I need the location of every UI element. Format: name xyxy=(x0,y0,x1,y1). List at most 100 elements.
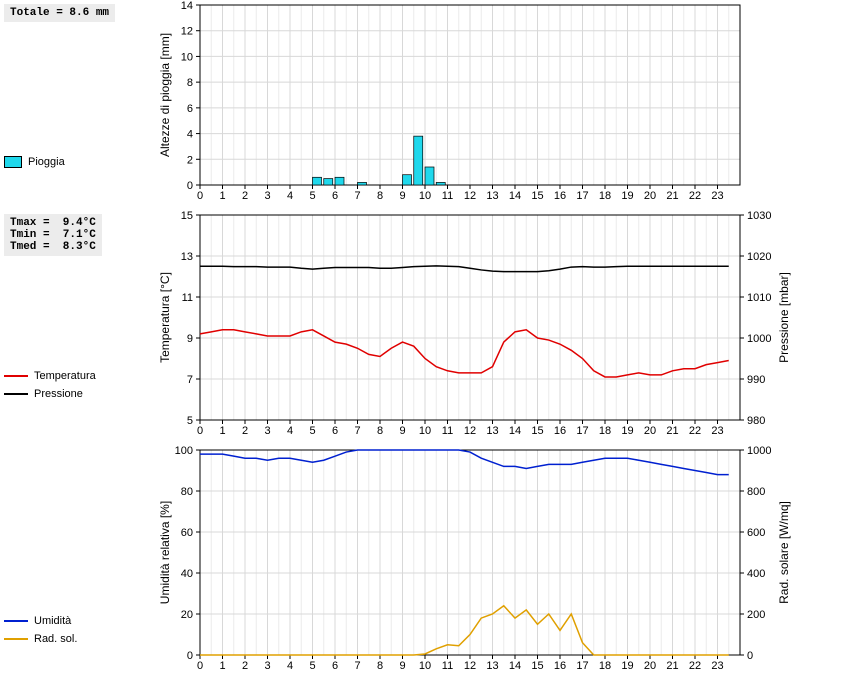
svg-text:7: 7 xyxy=(354,660,360,672)
svg-text:22: 22 xyxy=(689,190,701,202)
svg-text:11: 11 xyxy=(442,425,453,437)
temp-svg: 0123456789101112131415161718192021222357… xyxy=(155,210,810,445)
svg-text:11: 11 xyxy=(442,660,453,672)
svg-text:20: 20 xyxy=(644,660,656,672)
svg-text:16: 16 xyxy=(554,425,566,437)
svg-text:0: 0 xyxy=(187,180,193,192)
svg-text:2: 2 xyxy=(242,660,248,672)
svg-text:22: 22 xyxy=(689,425,701,437)
svg-text:12: 12 xyxy=(464,425,476,437)
svg-text:23: 23 xyxy=(711,425,723,437)
svg-text:19: 19 xyxy=(621,660,633,672)
svg-text:9: 9 xyxy=(187,333,193,345)
svg-text:Umidità relativa [%]: Umidità relativa [%] xyxy=(158,501,172,604)
svg-text:15: 15 xyxy=(531,190,543,202)
svg-text:17: 17 xyxy=(576,190,588,202)
legend-temp-label: Temperatura xyxy=(34,370,96,382)
svg-text:990: 990 xyxy=(747,374,765,386)
svg-text:5: 5 xyxy=(187,415,193,427)
svg-text:2: 2 xyxy=(242,190,248,202)
svg-text:2: 2 xyxy=(242,425,248,437)
svg-text:7: 7 xyxy=(354,190,360,202)
legend-hum-label: Umidità xyxy=(34,615,71,627)
svg-text:10: 10 xyxy=(419,190,431,202)
svg-text:4: 4 xyxy=(287,660,293,672)
panel-hum-chart: 0123456789101112131415161718192021222302… xyxy=(155,445,810,680)
svg-text:Temperatura [°C]: Temperatura [°C] xyxy=(158,272,172,363)
svg-text:13: 13 xyxy=(181,251,193,263)
svg-text:3: 3 xyxy=(264,425,270,437)
press-line-swatch xyxy=(4,393,28,395)
panel-rain-chart: 0123456789101112131415161718192021222302… xyxy=(155,0,795,210)
svg-text:14: 14 xyxy=(509,425,521,437)
svg-text:23: 23 xyxy=(711,190,723,202)
svg-text:1030: 1030 xyxy=(747,210,771,222)
svg-text:5: 5 xyxy=(309,190,315,202)
svg-text:14: 14 xyxy=(181,0,193,12)
svg-text:980: 980 xyxy=(747,415,765,427)
svg-text:7: 7 xyxy=(187,374,193,386)
svg-text:12: 12 xyxy=(181,26,193,38)
svg-text:0: 0 xyxy=(197,425,203,437)
svg-text:60: 60 xyxy=(181,527,193,539)
svg-text:20: 20 xyxy=(644,425,656,437)
svg-text:17: 17 xyxy=(576,425,588,437)
svg-text:11: 11 xyxy=(182,292,193,304)
svg-text:10: 10 xyxy=(181,51,193,63)
rain-svg: 0123456789101112131415161718192021222302… xyxy=(155,0,795,210)
svg-text:9: 9 xyxy=(399,425,405,437)
svg-text:4: 4 xyxy=(287,425,293,437)
svg-text:0: 0 xyxy=(197,190,203,202)
legend-rad: Rad. sol. xyxy=(4,633,151,645)
svg-text:6: 6 xyxy=(332,190,338,202)
legend-rain: Pioggia xyxy=(4,156,151,168)
legend-rad-label: Rad. sol. xyxy=(34,633,77,645)
svg-text:3: 3 xyxy=(264,190,270,202)
svg-text:13: 13 xyxy=(486,190,498,202)
svg-text:1020: 1020 xyxy=(747,251,771,263)
svg-text:21: 21 xyxy=(666,190,678,202)
svg-text:Altezze di pioggia [mm]: Altezze di pioggia [mm] xyxy=(158,33,172,157)
svg-text:1: 1 xyxy=(219,425,225,437)
svg-text:16: 16 xyxy=(554,190,566,202)
svg-text:19: 19 xyxy=(621,425,633,437)
temp-line-swatch xyxy=(4,375,28,377)
svg-text:800: 800 xyxy=(747,486,765,498)
svg-text:6: 6 xyxy=(187,103,193,115)
rain-total-box: Totale = 8.6 mm xyxy=(4,4,115,22)
svg-text:18: 18 xyxy=(599,425,611,437)
temp-stats-box: Tmax = 9.4°C Tmin = 7.1°C Tmed = 8.3°C xyxy=(4,214,102,256)
svg-text:4: 4 xyxy=(187,129,193,141)
svg-text:6: 6 xyxy=(332,660,338,672)
svg-text:1010: 1010 xyxy=(747,292,771,304)
svg-text:4: 4 xyxy=(287,190,293,202)
svg-text:5: 5 xyxy=(309,660,315,672)
svg-text:15: 15 xyxy=(181,210,193,222)
panel-temp-chart: 0123456789101112131415161718192021222357… xyxy=(155,210,810,445)
svg-text:8: 8 xyxy=(377,425,383,437)
svg-text:600: 600 xyxy=(747,527,765,539)
hum-line-swatch xyxy=(4,620,28,622)
panel-temp-row: Tmax = 9.4°C Tmin = 7.1°C Tmed = 8.3°C T… xyxy=(0,210,860,445)
svg-text:8: 8 xyxy=(377,660,383,672)
svg-text:200: 200 xyxy=(747,609,765,621)
svg-text:10: 10 xyxy=(419,660,431,672)
panel-temp-sidebar: Tmax = 9.4°C Tmin = 7.1°C Tmed = 8.3°C T… xyxy=(0,210,155,404)
panel-rain-sidebar: Totale = 8.6 mm Pioggia xyxy=(0,0,155,172)
svg-text:20: 20 xyxy=(644,190,656,202)
svg-text:3: 3 xyxy=(264,660,270,672)
svg-text:23: 23 xyxy=(711,660,723,672)
svg-text:9: 9 xyxy=(399,190,405,202)
svg-text:17: 17 xyxy=(576,660,588,672)
legend-press: Pressione xyxy=(4,388,151,400)
svg-text:13: 13 xyxy=(486,425,498,437)
rad-line-swatch xyxy=(4,638,28,640)
svg-text:15: 15 xyxy=(531,425,543,437)
svg-text:1000: 1000 xyxy=(747,333,771,345)
svg-text:12: 12 xyxy=(464,660,476,672)
svg-text:13: 13 xyxy=(486,660,498,672)
svg-text:14: 14 xyxy=(509,190,521,202)
svg-text:15: 15 xyxy=(531,660,543,672)
rain-swatch xyxy=(4,156,22,168)
svg-text:16: 16 xyxy=(554,660,566,672)
